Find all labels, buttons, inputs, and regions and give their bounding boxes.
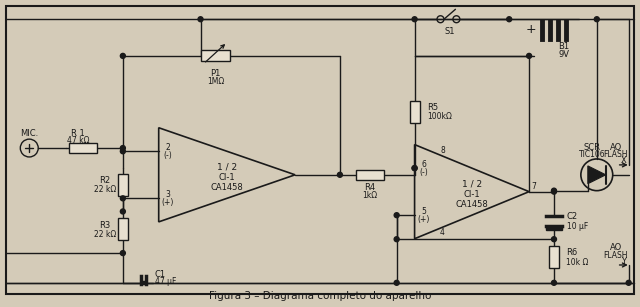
Polygon shape bbox=[141, 281, 146, 284]
Text: P1: P1 bbox=[211, 69, 221, 78]
Circle shape bbox=[552, 280, 556, 285]
Text: 47 μF: 47 μF bbox=[155, 277, 176, 286]
Text: TIC106: TIC106 bbox=[579, 150, 605, 159]
Circle shape bbox=[552, 237, 556, 242]
Text: FLASH: FLASH bbox=[604, 251, 628, 260]
Circle shape bbox=[507, 17, 511, 22]
Circle shape bbox=[394, 280, 399, 285]
Circle shape bbox=[120, 149, 125, 154]
Polygon shape bbox=[588, 166, 605, 184]
Text: CI-1: CI-1 bbox=[463, 190, 480, 199]
Text: MIC.: MIC. bbox=[20, 129, 38, 138]
Text: R5: R5 bbox=[428, 103, 438, 111]
Text: C1: C1 bbox=[155, 270, 166, 279]
Text: 5: 5 bbox=[421, 207, 426, 216]
Circle shape bbox=[527, 53, 532, 58]
Bar bbox=[549, 246, 559, 268]
Text: 10 μF: 10 μF bbox=[567, 222, 588, 231]
Circle shape bbox=[394, 237, 399, 242]
Text: R6: R6 bbox=[566, 248, 577, 257]
Text: 22 kΩ: 22 kΩ bbox=[94, 185, 116, 194]
Text: 1MΩ: 1MΩ bbox=[207, 77, 224, 86]
Text: 1 / 2: 1 / 2 bbox=[462, 179, 482, 188]
Circle shape bbox=[120, 53, 125, 58]
Text: Y: Y bbox=[621, 257, 626, 266]
Text: CA1458: CA1458 bbox=[211, 183, 243, 192]
Text: 2: 2 bbox=[165, 143, 170, 152]
Circle shape bbox=[412, 166, 417, 171]
Circle shape bbox=[120, 146, 125, 150]
Text: 100kΩ: 100kΩ bbox=[428, 112, 452, 122]
Text: AO: AO bbox=[609, 243, 622, 252]
Text: (-): (-) bbox=[419, 168, 428, 177]
Text: S1: S1 bbox=[444, 27, 454, 36]
Text: R2: R2 bbox=[99, 176, 111, 185]
Circle shape bbox=[120, 251, 125, 255]
Circle shape bbox=[120, 196, 125, 201]
Text: X: X bbox=[621, 157, 627, 165]
Circle shape bbox=[394, 213, 399, 218]
Text: R 1: R 1 bbox=[71, 129, 85, 138]
Text: Figura 3 – Diagrama completo do aparelho: Figura 3 – Diagrama completo do aparelho bbox=[209, 291, 431, 301]
Text: (-): (-) bbox=[163, 151, 172, 160]
Circle shape bbox=[552, 189, 556, 194]
Text: 6: 6 bbox=[421, 160, 426, 169]
Text: 1 / 2: 1 / 2 bbox=[217, 162, 237, 171]
Text: +: + bbox=[526, 23, 536, 36]
Text: 9V: 9V bbox=[559, 50, 570, 59]
Text: (+): (+) bbox=[161, 198, 174, 207]
Circle shape bbox=[337, 172, 342, 177]
Text: 7: 7 bbox=[532, 182, 536, 191]
Circle shape bbox=[552, 188, 556, 193]
Text: 8: 8 bbox=[440, 146, 445, 155]
Text: R3: R3 bbox=[99, 221, 111, 230]
Bar bbox=[118, 218, 128, 240]
Bar bbox=[356, 170, 384, 180]
Circle shape bbox=[412, 17, 417, 22]
Bar bbox=[118, 174, 128, 196]
Circle shape bbox=[198, 17, 203, 22]
Circle shape bbox=[412, 166, 417, 171]
Text: 47 kΩ: 47 kΩ bbox=[67, 136, 90, 145]
Bar bbox=[410, 101, 420, 123]
Text: CA1458: CA1458 bbox=[456, 200, 488, 209]
Text: SCR: SCR bbox=[583, 142, 600, 152]
Text: 22 kΩ: 22 kΩ bbox=[94, 230, 116, 239]
Text: (+): (+) bbox=[417, 215, 429, 224]
Text: B1: B1 bbox=[558, 42, 570, 52]
Bar bbox=[69, 143, 97, 153]
Circle shape bbox=[595, 17, 599, 22]
Bar bbox=[200, 50, 230, 61]
Text: 1kΩ: 1kΩ bbox=[362, 191, 378, 200]
Text: C2: C2 bbox=[567, 212, 578, 221]
Text: AO: AO bbox=[609, 142, 622, 152]
Polygon shape bbox=[546, 226, 562, 230]
Text: FLASH: FLASH bbox=[604, 150, 628, 159]
Circle shape bbox=[120, 209, 125, 214]
Text: 10k Ω: 10k Ω bbox=[566, 258, 588, 266]
Circle shape bbox=[626, 280, 631, 285]
Text: R4: R4 bbox=[364, 183, 375, 192]
Text: 3: 3 bbox=[165, 190, 170, 199]
Text: CI-1: CI-1 bbox=[219, 173, 236, 182]
Text: 4: 4 bbox=[440, 228, 445, 237]
